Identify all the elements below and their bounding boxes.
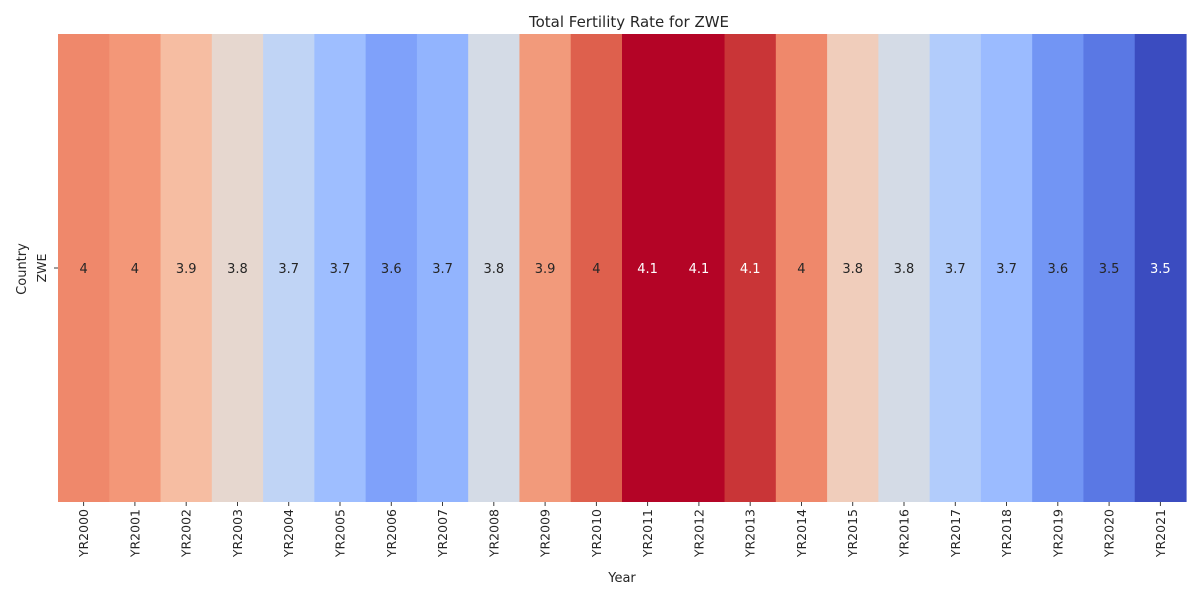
y-tick-label: ZWE xyxy=(34,253,49,282)
cell-value-label: 3.9 xyxy=(535,262,556,277)
heatmap-cell-yr2006 xyxy=(365,34,418,502)
x-tick-label: YR2019 xyxy=(1050,509,1065,558)
heatmap-cell-yr2001 xyxy=(109,34,162,502)
x-tick-label: YR2021 xyxy=(1153,509,1168,558)
x-tick-label: YR2011 xyxy=(640,509,655,558)
cell-value-label: 3.6 xyxy=(1047,262,1068,277)
heatmap-cell-yr2010 xyxy=(570,34,623,502)
cell-value-label: 4 xyxy=(79,262,87,277)
cell-value-label: 3.7 xyxy=(945,262,966,277)
heatmap-cell-yr2009 xyxy=(519,34,572,502)
x-tick-label: YR2012 xyxy=(691,509,706,558)
x-axis-label: Year xyxy=(607,571,636,586)
x-tick-label: YR2009 xyxy=(538,509,553,558)
cell-value-label: 3.8 xyxy=(483,262,504,277)
heatmap-cell-yr2014 xyxy=(775,34,828,502)
cell-value-label: 4.1 xyxy=(740,262,761,277)
cell-value-label: 3.8 xyxy=(227,262,248,277)
heatmap-cell-yr2020 xyxy=(1083,34,1136,502)
x-tick-label: YR2014 xyxy=(794,509,809,558)
x-tick-label: YR2020 xyxy=(1102,509,1117,558)
heatmap-cell-yr2011 xyxy=(622,34,674,502)
heatmap-cell-yr2016 xyxy=(878,34,931,502)
x-tick-label: YR2015 xyxy=(845,509,860,558)
x-tick-label: YR2001 xyxy=(127,509,142,558)
cell-value-label: 4.1 xyxy=(637,262,658,277)
x-tick-label: YR2017 xyxy=(948,509,963,558)
heatmap-cell-yr2019 xyxy=(1032,34,1085,502)
cell-value-label: 4.1 xyxy=(689,262,710,277)
x-tick-label: YR2018 xyxy=(999,509,1014,558)
heatmap-cell-yr2007 xyxy=(416,34,469,502)
heatmap-cell-yr2015 xyxy=(827,34,879,502)
x-tick-label: YR2003 xyxy=(230,509,245,558)
x-tick-label: YR2005 xyxy=(333,509,348,558)
heatmap-cell-yr2013 xyxy=(724,34,777,502)
heatmap-cell-yr2002 xyxy=(160,34,213,502)
x-tick-label: YR2016 xyxy=(897,509,912,558)
x-tick-label: YR2000 xyxy=(76,509,91,558)
cell-value-label: 3.9 xyxy=(176,262,197,277)
heatmap-cell-yr2017 xyxy=(929,34,982,502)
cell-value-label: 3.7 xyxy=(432,262,453,277)
cell-value-label: 4 xyxy=(131,262,139,277)
y-axis-ticks: ZWE xyxy=(34,253,58,282)
cell-value-label: 3.5 xyxy=(1150,262,1171,277)
x-tick-label: YR2004 xyxy=(281,509,296,558)
x-axis-ticks: YR2000 YR2001 YR2002 YR2003 YR2004 YR2005 YR20… xyxy=(76,502,1168,558)
cell-value-label: 4 xyxy=(592,262,600,277)
y-axis-label: Country xyxy=(15,243,30,295)
x-tick-label: YR2013 xyxy=(743,509,758,558)
cell-value-label: 4 xyxy=(797,262,805,277)
heatmap-cell-yr2008 xyxy=(468,34,521,502)
heatmap-cell-yr2004 xyxy=(263,34,315,502)
x-tick-label: YR2008 xyxy=(486,509,501,558)
heatmap-cell-yr2021 xyxy=(1134,34,1187,502)
chart-title: Total Fertility Rate for ZWE xyxy=(528,13,729,31)
heatmap-cell-yr2018 xyxy=(980,34,1033,502)
x-tick-label: YR2010 xyxy=(589,509,604,558)
heatmap-cell-yr2000 xyxy=(58,34,110,502)
heatmap-cells: 4 4 3.9 3.8 3.7 3.7 3.6 3.7 3.8 3.9 4 4.1 4.1 4.1 4 3.8… xyxy=(58,34,1187,502)
cell-value-label: 3.6 xyxy=(381,262,402,277)
cell-value-label: 3.8 xyxy=(894,262,915,277)
heatmap-cell-yr2003 xyxy=(211,34,264,502)
x-tick-label: YR2007 xyxy=(435,509,450,558)
cell-value-label: 3.5 xyxy=(1099,262,1120,277)
x-tick-label: YR2006 xyxy=(384,509,399,558)
cell-value-label: 3.8 xyxy=(842,262,863,277)
cell-value-label: 3.7 xyxy=(330,262,351,277)
x-tick-label: YR2002 xyxy=(179,509,194,558)
heatmap-cell-yr2005 xyxy=(314,34,367,502)
cell-value-label: 3.7 xyxy=(996,262,1017,277)
cell-value-label: 3.7 xyxy=(278,262,299,277)
heatmap-cell-yr2012 xyxy=(673,34,726,502)
